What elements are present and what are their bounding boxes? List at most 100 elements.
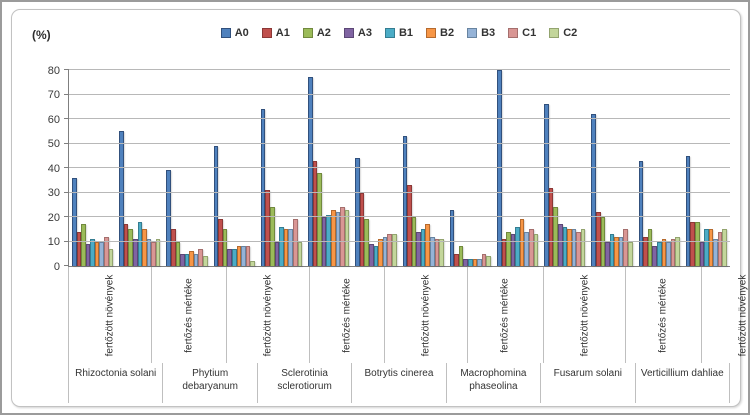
y-tick-mark [64, 240, 69, 242]
bar-C2 [722, 229, 728, 266]
bar-C1 [245, 246, 251, 266]
bar-C1 [529, 229, 534, 266]
gridline [69, 240, 730, 242]
bar-A3 [510, 234, 516, 266]
bar-A2 [317, 172, 322, 266]
bar-B3 [571, 229, 577, 266]
y-tick-mark [64, 93, 69, 95]
bar-cluster [305, 70, 352, 266]
legend-swatch-icon [220, 28, 231, 38]
bar-cluster [447, 70, 494, 266]
bar-cluster [636, 70, 683, 266]
group-label: Fusarum solani [541, 363, 636, 403]
x-sublabel-text: fertőzött növények [737, 274, 749, 356]
bar-B3 [382, 236, 388, 266]
bar-C1 [576, 231, 581, 266]
bar-C2 [108, 248, 114, 266]
legend-item-A0: A0 [220, 27, 249, 39]
bar-C2 [391, 234, 397, 266]
bar-B1 [137, 221, 143, 266]
bar-C2 [675, 236, 680, 266]
legend-label: A3 [357, 27, 372, 39]
bar-C2 [486, 256, 491, 266]
bar-cluster [352, 70, 399, 266]
legend-item-A1: A1 [261, 27, 290, 39]
bar-clusters [69, 70, 730, 266]
bar-B2 [283, 229, 289, 266]
x-sublabel-text: fertőzés mértéke [341, 277, 353, 353]
bar-cluster [258, 70, 305, 266]
bar-B2 [519, 219, 525, 266]
x-sublabel-text: fertőzés mértéke [499, 277, 511, 353]
bar-A3 [416, 231, 421, 266]
bar-A2 [175, 241, 181, 266]
bar-C2 [250, 261, 255, 266]
bar-C1 [481, 253, 487, 266]
bar-cluster [588, 70, 635, 266]
bar-A3 [85, 243, 91, 266]
bar-cluster [494, 70, 541, 266]
bar-B3 [99, 241, 105, 266]
legend-label: A1 [275, 27, 290, 39]
y-tick-mark [64, 191, 69, 193]
bar-B3 [335, 212, 341, 266]
x-axis-sublabels: fertőzött növények fertőzés mértéke fertőz… [68, 267, 748, 363]
legend-item-A3: A3 [343, 27, 372, 39]
bar-B1 [184, 253, 190, 266]
bar-B3 [193, 253, 199, 266]
group-label: Botrytis cinerea [352, 363, 447, 403]
bar-A1 [76, 231, 82, 266]
y-tick-mark [64, 118, 69, 119]
bar-C1 [670, 239, 676, 266]
x-sublabel-cell: fertőzött növények [385, 267, 469, 363]
x-sublabel-text: fertőzött növények [420, 274, 432, 356]
bar-A1 [171, 229, 176, 266]
y-tick-label: 0 [53, 260, 60, 273]
bar-C1 [292, 219, 298, 266]
bar-A1 [454, 253, 459, 266]
x-sublabel-cell: fertőzött növények [702, 267, 749, 363]
legend-item-A2: A2 [302, 27, 331, 39]
bar-B3 [618, 236, 624, 266]
bar-B2 [472, 258, 478, 266]
y-tick-label: 10 [47, 236, 60, 248]
group-label: Sclerotinia sclerotiorum [258, 363, 353, 403]
bar-A2 [222, 229, 228, 266]
bar-cluster [541, 70, 588, 266]
legend-swatch-icon [343, 28, 354, 38]
y-tick-mark [64, 167, 69, 168]
bar-A3 [227, 248, 232, 266]
bar-C1 [434, 239, 440, 266]
y-tick-mark [64, 142, 69, 144]
bar-A2 [128, 229, 133, 266]
bar-A0 [685, 155, 691, 266]
legend-label: C1 [522, 27, 537, 39]
bar-B3 [430, 236, 435, 266]
legend: A0 A1 A2 A3 B1 B2 B3 C1 C2 [68, 23, 730, 43]
x-sublabel-cell: fertőzés mértéke [626, 267, 702, 363]
legend-label: B3 [481, 27, 496, 39]
bar-C2 [439, 239, 444, 266]
bar-C2 [580, 229, 586, 266]
bar-cluster [211, 70, 258, 266]
y-tick-label: 60 [47, 113, 60, 126]
bar-C1 [340, 207, 345, 266]
legend-label: B2 [440, 27, 455, 39]
bar-cluster [116, 70, 163, 266]
bar-B1 [420, 229, 426, 266]
x-axis-group-names: Rhizoctonia solani Phytium debaryanum Scle… [68, 363, 730, 403]
legend-swatch-icon [261, 28, 272, 38]
y-tick-label: 30 [47, 187, 60, 199]
y-tick-mark [64, 216, 69, 217]
bar-B2 [142, 229, 147, 266]
gridline [69, 118, 730, 119]
group-label: Rhizoctonia solani [69, 363, 164, 403]
bar-C1 [151, 241, 156, 266]
bar-A2 [81, 224, 86, 266]
x-sublabel-text: fertőzés mértéke [658, 277, 670, 353]
bar-A0 [355, 158, 360, 266]
bar-A1 [595, 212, 601, 266]
group-label: Verticillium dahliae [636, 363, 730, 403]
x-sublabel-text: fertőzött növények [578, 274, 590, 356]
